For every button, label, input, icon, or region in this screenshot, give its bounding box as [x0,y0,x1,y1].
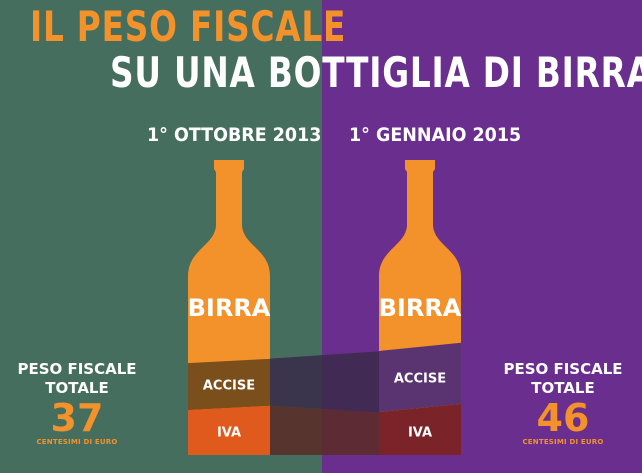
beer-bottle-left [188,160,270,455]
accise-segment-right [379,342,461,413]
iva-segment-left [188,405,270,455]
iva-label-right: IVA [408,426,432,441]
bottle-label-right: BIRRA [379,294,462,322]
iva-connector-band [270,405,379,455]
accise-connector-band [270,351,379,413]
title-line-2: SU UNA BOTTIGLIA DI BIRRA* [110,48,642,97]
category-label-2013: 1° OTTOBRE 2013 [147,124,322,146]
total-right-label-2: TOTALE [531,379,595,397]
total-right-label-1: PESO FISCALE [503,360,623,378]
total-right: PESO FISCALE TOTALE 46 CENTESIMI DI EURO [498,360,628,446]
category-label-2015: 1° GENNAIO 2015 [349,124,522,146]
total-left: PESO FISCALE TOTALE 37 CENTESIMI DI EURO [12,360,142,446]
iva-label-left: IVA [217,426,241,441]
total-left-unit: CENTESIMI DI EURO [36,438,118,446]
total-left-label-2: TOTALE [45,379,109,397]
total-left-value: 37 [50,396,104,440]
total-right-value: 46 [536,396,590,440]
total-right-unit: CENTESIMI DI EURO [522,438,604,446]
accise-label-right: ACCISE [394,371,446,386]
bottle-label-left: BIRRA [188,294,271,322]
accise-label-left: ACCISE [203,379,255,394]
chart-layer: BIRRA ACCISE IVA BIRRA ACCISE IVA [188,160,462,455]
total-left-label-1: PESO FISCALE [17,360,137,378]
iva-segment-right [379,403,461,455]
title-line-1: IL PESO FISCALE [30,2,347,51]
accise-segment-left [188,358,270,411]
